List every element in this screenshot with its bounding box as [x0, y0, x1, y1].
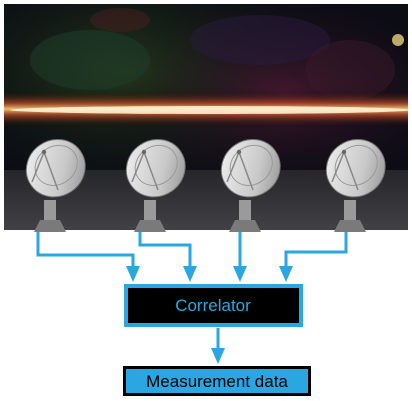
- correlator-label: Correlator: [175, 296, 251, 315]
- signal-line-2: [138, 232, 192, 268]
- correlator-box: Correlator: [124, 284, 303, 327]
- signal-line-4: [284, 232, 348, 268]
- signal-line-1: [36, 232, 135, 268]
- arrowhead-4: [279, 266, 293, 282]
- arrowhead-1: [126, 266, 140, 282]
- arrowhead-3: [233, 266, 247, 282]
- milky-way-sky-image: [4, 4, 410, 230]
- arrowhead-2: [183, 266, 197, 282]
- measurement-data-label: Measurement data: [146, 372, 288, 391]
- output-arrowhead: [211, 348, 225, 364]
- measurement-data-box: Measurement data: [123, 366, 311, 396]
